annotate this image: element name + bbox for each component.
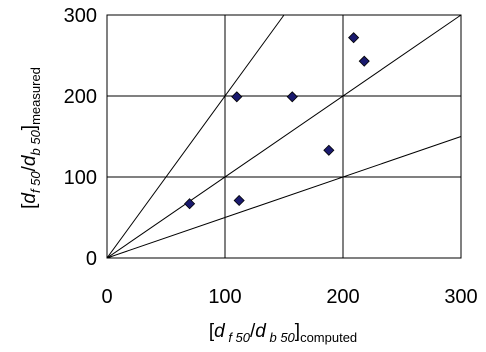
- reference-line: [106, 14, 285, 259]
- plot-frame: [106, 14, 462, 259]
- reference-line: [106, 14, 462, 259]
- data-point-diamond: [184, 198, 196, 210]
- data-point-diamond: [231, 91, 243, 103]
- x-tick-label: 300: [444, 286, 477, 308]
- y-tick-label: 0: [86, 248, 97, 270]
- data-point-diamond: [348, 32, 360, 44]
- reference-lines: [106, 14, 462, 259]
- x-tick-label: 0: [101, 286, 112, 308]
- data-point-diamond: [358, 55, 370, 67]
- y-tick-labels: 0 100 200 300: [64, 5, 97, 270]
- x-tick-labels: 0 100 200 300: [101, 286, 477, 308]
- data-point-diamond: [323, 144, 335, 156]
- data-point-diamond: [286, 91, 298, 103]
- x-tick-label: 100: [208, 286, 241, 308]
- data-points: [184, 32, 370, 210]
- reference-line: [106, 136, 462, 259]
- y-axis-title: [df 50/db 50]measured: [19, 67, 43, 209]
- data-point-diamond: [233, 194, 245, 207]
- y-tick-label: 300: [64, 5, 97, 27]
- x-axis-title: [d f 50/d b 50]computed: [209, 321, 357, 345]
- x-tick-label: 200: [326, 286, 359, 308]
- y-tick-label: 200: [64, 86, 97, 108]
- y-tick-label: 100: [64, 167, 97, 189]
